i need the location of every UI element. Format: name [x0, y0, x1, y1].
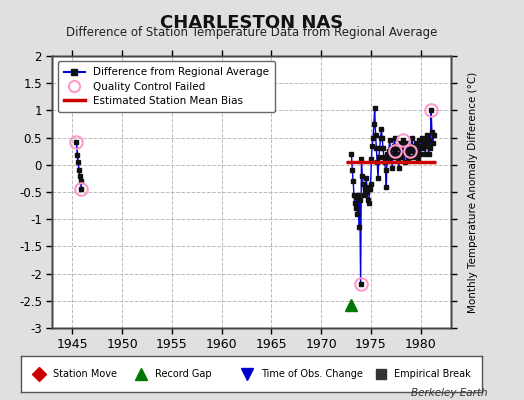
- Text: Time of Obs. Change: Time of Obs. Change: [261, 369, 363, 379]
- Text: Difference of Station Temperature Data from Regional Average: Difference of Station Temperature Data f…: [66, 26, 437, 39]
- Text: Empirical Break: Empirical Break: [395, 369, 471, 379]
- Text: Berkeley Earth: Berkeley Earth: [411, 388, 487, 398]
- Text: CHARLESTON NAS: CHARLESTON NAS: [160, 14, 343, 32]
- Legend: Difference from Regional Average, Quality Control Failed, Estimated Station Mean: Difference from Regional Average, Qualit…: [58, 61, 275, 112]
- Y-axis label: Monthly Temperature Anomaly Difference (°C): Monthly Temperature Anomaly Difference (…: [468, 71, 478, 313]
- Text: Record Gap: Record Gap: [155, 369, 211, 379]
- Text: Station Move: Station Move: [53, 369, 117, 379]
